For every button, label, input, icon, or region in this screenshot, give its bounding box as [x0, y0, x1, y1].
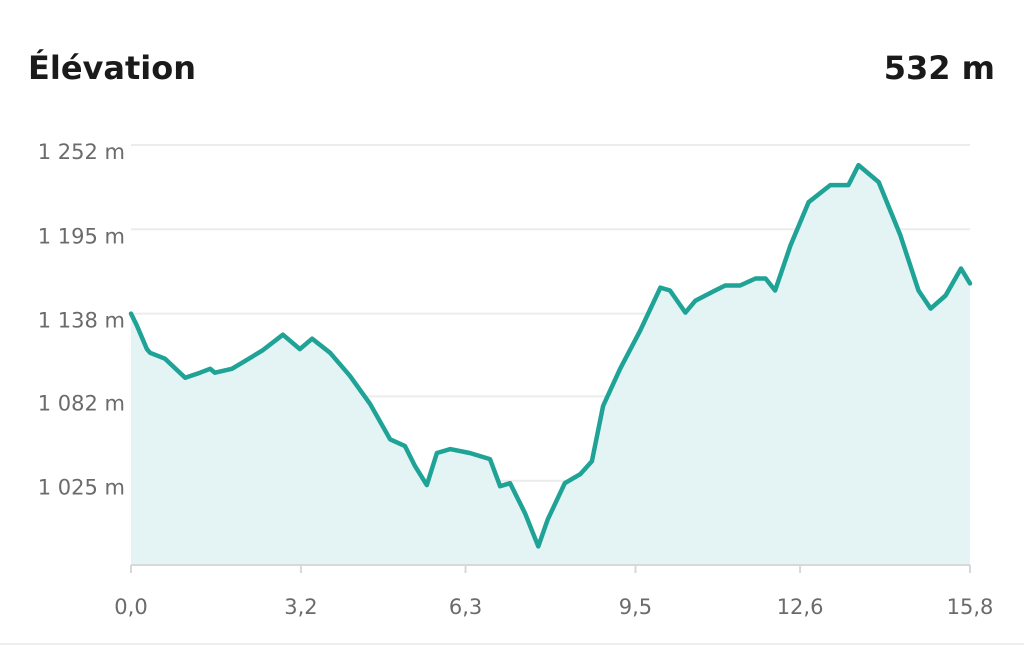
y-tick-label: 1 025 m	[38, 476, 125, 500]
x-tick-label: 0,0	[114, 595, 147, 619]
y-tick-label: 1 082 m	[38, 391, 125, 415]
x-tick-label: 15,8	[947, 595, 994, 619]
y-tick-label: 1 252 m	[38, 140, 125, 164]
area-fill	[131, 165, 970, 565]
elevation-line	[128, 162, 973, 549]
chart-title: Élévation	[28, 49, 196, 87]
summary-value: 532 m	[884, 49, 995, 87]
x-tick-label: 3,2	[284, 595, 317, 619]
x-tick-label: 12,6	[777, 595, 824, 619]
x-tick-label: 6,3	[449, 595, 482, 619]
y-tick-label: 1 138 m	[38, 309, 125, 333]
y-tick-label: 1 195 m	[38, 224, 125, 248]
x-tick-label: 9,5	[619, 595, 652, 619]
